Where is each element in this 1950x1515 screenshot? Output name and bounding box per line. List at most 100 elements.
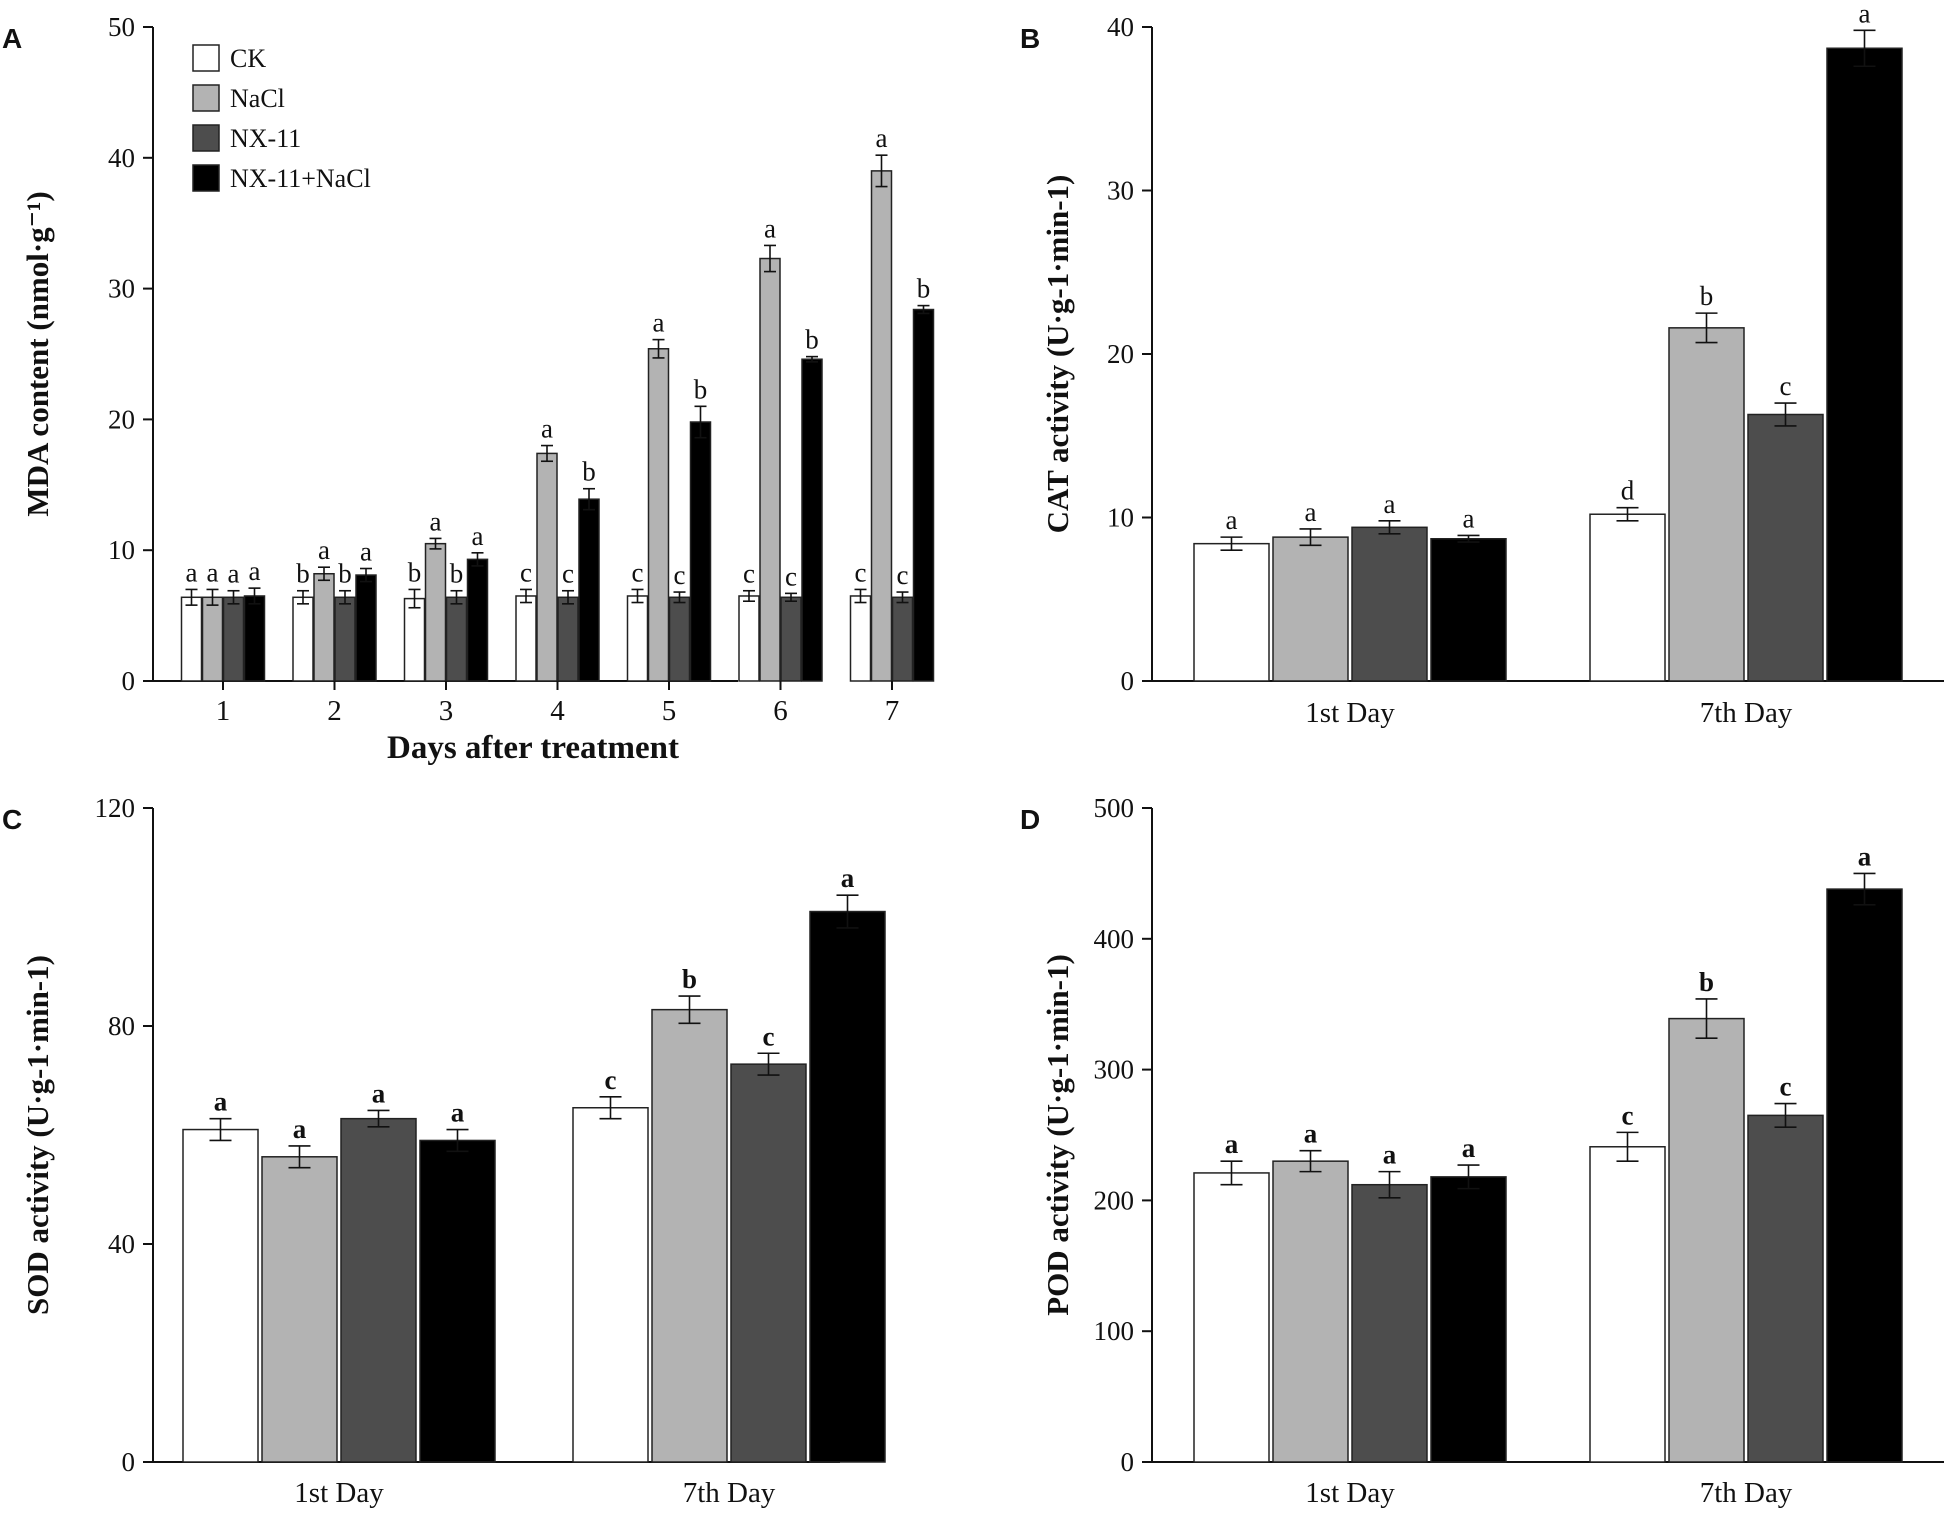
- bar-nx-11-plus-nacl: [912, 308, 935, 682]
- error-bar: [1853, 29, 1876, 68]
- significance-label: b: [338, 559, 352, 589]
- y-tick-label: 120: [95, 793, 136, 823]
- error-bar: [1457, 534, 1480, 543]
- error-bar: [694, 405, 707, 439]
- significance-label: c: [1622, 1100, 1634, 1130]
- x-tick-label: 1st Day: [294, 1477, 384, 1509]
- significance-label: b: [694, 374, 708, 404]
- error-bar: [764, 244, 776, 273]
- legend-swatch: [192, 84, 220, 112]
- significance-label: c: [897, 560, 909, 590]
- y-tick-label: 10: [1107, 503, 1134, 533]
- error-bar: [541, 444, 553, 463]
- error-bar: [185, 588, 198, 606]
- x-axis-label: Days after treatment: [387, 730, 679, 766]
- error-bar: [1774, 402, 1797, 427]
- x-tick-label: 6: [773, 695, 788, 727]
- error-bar: [743, 589, 755, 603]
- bar-nacl: [424, 542, 447, 682]
- significance-label: c: [763, 1021, 775, 1051]
- chart-panel-b: B 0 10 20 30 40 CAT activity (U·g-1·min-1) a a a a…: [1020, 0, 1944, 729]
- error-bar: [917, 304, 930, 315]
- significance-label: a: [360, 537, 372, 567]
- y-axis-label: SOD activity (U·g-1·min-1): [20, 955, 55, 1315]
- bar-nx-11: [557, 596, 579, 682]
- error-bar: [583, 487, 595, 511]
- significance-label: a: [372, 1078, 386, 1108]
- legend-label: CK: [230, 44, 266, 73]
- x-tick-label: 1st Day: [1305, 1477, 1395, 1509]
- significance-label: b: [917, 274, 931, 304]
- bar-nx-11: [780, 596, 802, 682]
- x-tick-label: 1: [216, 695, 231, 727]
- y-tick-label: 40: [1107, 12, 1134, 42]
- significance-label: a: [1463, 503, 1475, 533]
- x-tick-label: 7th Day: [1700, 697, 1793, 729]
- significance-label: b: [1699, 967, 1714, 997]
- significance-label: c: [632, 557, 644, 587]
- significance-label: d: [1621, 476, 1635, 506]
- x-tick-label: 7th Day: [683, 1477, 776, 1509]
- error-bar: [678, 995, 701, 1025]
- legend-label: NX-11+NaCl: [230, 164, 371, 193]
- bar-nx-11: [730, 1063, 807, 1463]
- significance-label: a: [1858, 841, 1872, 871]
- y-tick-label: 0: [122, 1447, 136, 1477]
- chart-panel-c: C 0 40 80 120 SOD activity (U·g-1·min-1) a a a a 1…: [2, 793, 886, 1509]
- error-bar: [297, 589, 309, 605]
- error-bar: [1299, 1149, 1322, 1173]
- legend: CK NaCl NX-11 NX-11+NaCl: [192, 44, 371, 193]
- y-axis-label: CAT activity (U·g-1·min-1): [1040, 175, 1075, 534]
- x-tick-label: 1st Day: [1305, 697, 1395, 729]
- legend-label: NX-11: [230, 124, 301, 153]
- error-bar: [806, 355, 818, 363]
- significance-label: a: [876, 123, 888, 153]
- y-tick-label: 40: [108, 1229, 135, 1259]
- significance-label: a: [318, 535, 330, 565]
- error-bar: [288, 1145, 311, 1169]
- error-bar: [562, 589, 574, 605]
- error-bar: [520, 588, 532, 604]
- significance-label: c: [605, 1065, 617, 1095]
- legend-swatch: [192, 44, 220, 72]
- y-axis-label: POD activity (U·g-1·min-1): [1040, 954, 1075, 1316]
- bar-nacl: [647, 348, 670, 682]
- significance-label: a: [186, 557, 198, 587]
- error-bar: [1378, 519, 1401, 535]
- legend-label: NaCl: [230, 84, 285, 113]
- bar-ck: [626, 595, 649, 682]
- error-bar: [1220, 1160, 1243, 1186]
- y-tick-label: 40: [108, 143, 135, 173]
- error-bar: [1616, 506, 1639, 522]
- error-bar: [367, 1109, 390, 1128]
- error-bar: [875, 154, 888, 188]
- error-bar: [1695, 312, 1718, 344]
- error-bar: [429, 537, 442, 550]
- error-bar: [1616, 1131, 1639, 1162]
- significance-label: a: [214, 1087, 228, 1117]
- error-bar: [631, 588, 644, 604]
- bar-ck: [1589, 513, 1666, 682]
- significance-label: b: [450, 559, 464, 589]
- bar-nx-11: [1351, 1183, 1428, 1463]
- significance-label: a: [249, 556, 261, 586]
- significance-label: a: [541, 414, 553, 444]
- significance-label: c: [855, 557, 867, 587]
- significance-label: c: [520, 557, 532, 587]
- bar-ck: [292, 596, 314, 682]
- bar-nx-11-plus-nacl: [578, 498, 600, 682]
- panel-letter: C: [2, 804, 22, 835]
- significance-label: a: [1859, 0, 1871, 28]
- bar-nx-11-plus-nacl: [419, 1139, 496, 1463]
- bar-nx-11-plus-nacl: [689, 421, 712, 682]
- significance-label: a: [293, 1114, 307, 1144]
- bar-nx-11: [334, 596, 356, 682]
- bar-nacl: [651, 1008, 728, 1463]
- significance-label: b: [682, 964, 697, 994]
- panel-letter: D: [1020, 804, 1040, 835]
- y-tick-label: 80: [108, 1011, 135, 1041]
- significance-label: b: [1700, 281, 1714, 311]
- significance-label: c: [1780, 1072, 1792, 1102]
